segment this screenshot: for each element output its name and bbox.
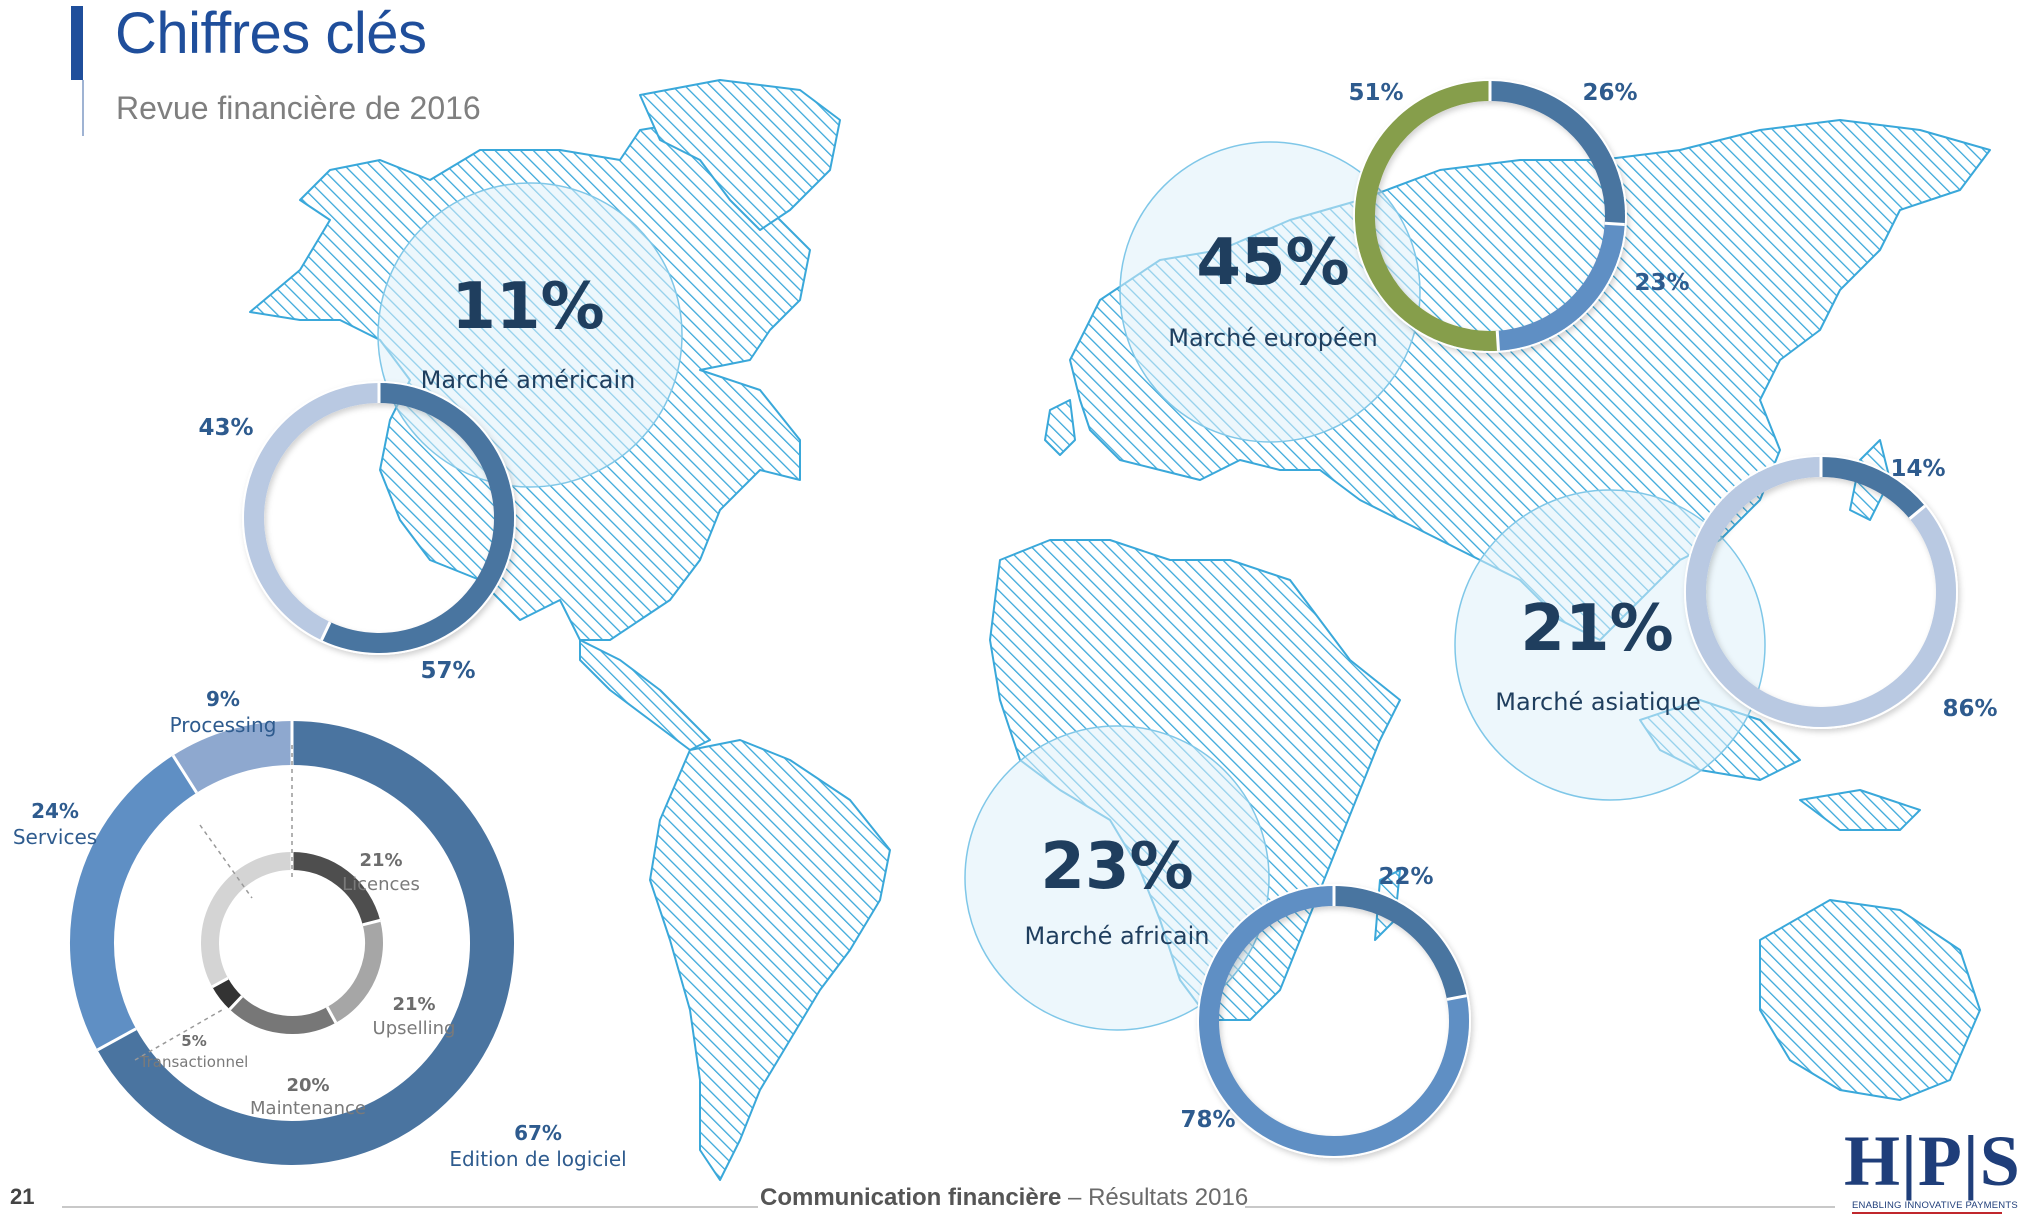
revenue-outer-separator	[171, 754, 198, 794]
logo-letters: H|P|S	[1844, 1121, 2020, 1201]
americas-slice-label-1: 43%	[198, 415, 253, 441]
asia-market-label: Marché asiatique	[1495, 688, 1700, 716]
revenue-inner-separator	[228, 995, 244, 1011]
revenue-inner-value-3: 5%	[181, 1032, 206, 1050]
revenue-inner-name-2: Maintenance	[250, 1098, 366, 1119]
africa-slice-0	[1333, 886, 1467, 1000]
page-number: 21	[10, 1184, 35, 1209]
africa-slice-label-1: 78%	[1180, 1107, 1235, 1133]
europe-slice-label-0: 26%	[1582, 80, 1637, 106]
africa-slice-1	[1199, 886, 1469, 1156]
americas-market-label: Marché américain	[421, 366, 636, 394]
africa-region-circle	[964, 725, 1270, 1031]
revenue-outer-separator	[96, 1027, 137, 1052]
africa-donut-halo	[1197, 884, 1471, 1158]
americas-slice-1	[244, 383, 380, 641]
revenue-outer-name-2: Processing	[170, 713, 277, 737]
revenue-inner-value-2: 20%	[286, 1075, 329, 1096]
revenue-outer-slice-2	[173, 721, 293, 793]
europe-market-label: Marché européen	[1168, 324, 1378, 352]
page-title: Chiffres clés	[115, 1, 427, 66]
title-accent-bar	[71, 6, 83, 80]
europe-slice-1	[1497, 223, 1625, 351]
europe-separator	[1495, 330, 1500, 351]
central-america-shape	[579, 639, 711, 751]
americas-slice-0	[321, 383, 514, 653]
americas-separator	[320, 621, 332, 641]
footer-title-rest: – Résultats 2016	[1061, 1184, 1249, 1211]
revenue-inner-separator	[211, 976, 229, 989]
connector-line	[134, 1009, 223, 1061]
americas-donut-halo	[242, 381, 516, 655]
asia-donut	[1684, 455, 1958, 729]
asia-slice-1	[1686, 457, 1956, 727]
revenue-inner-value-1: 21%	[392, 994, 435, 1015]
revenue-inner-name-0: Licences	[342, 874, 420, 895]
logo-tagline: ENABLING INNOVATIVE PAYMENTS	[1852, 1200, 2018, 1211]
uk-shape	[1044, 399, 1076, 456]
revenue-outer-name-1: Services	[13, 825, 97, 849]
indonesia-shape	[1799, 789, 1921, 831]
revenue-outer-value-1: 24%	[31, 799, 79, 823]
title-rule	[82, 80, 84, 136]
africa-separator	[1446, 994, 1467, 1001]
africa-slice-label-0: 22%	[1378, 864, 1433, 890]
revenue-outer-value-0: 67%	[514, 1121, 562, 1145]
europe-share-value: 45%	[1196, 226, 1349, 300]
africa-donut	[1197, 884, 1471, 1158]
asia-slice-0	[1820, 457, 1926, 519]
europe-donut-halo	[1353, 79, 1627, 353]
africa-market-label: Marché africain	[1024, 922, 1209, 950]
asia-donut-halo	[1684, 455, 1958, 729]
asia-share-value: 21%	[1520, 592, 1673, 666]
asia-slice-label-1: 86%	[1942, 696, 1997, 722]
footer-title-bold: Communication financière	[760, 1184, 1062, 1211]
revenue-outer-slice-1	[70, 755, 197, 1050]
europe-region-circle	[1119, 141, 1421, 443]
revenue-inner-slice-1	[326, 920, 383, 1023]
hps-logo: H|P|S ENABLING INNOVATIVE PAYMENTS	[1840, 1120, 2020, 1216]
footer-rule-left	[62, 1206, 758, 1208]
revenue-inner-slice-0	[291, 852, 381, 926]
europe-slice-label-2: 51%	[1348, 80, 1403, 106]
revenue-outer-name-0: Edition de logiciel	[449, 1147, 626, 1171]
australia-shape	[1759, 899, 1981, 1101]
greenland-shape	[639, 79, 841, 231]
revenue-inner-separator	[325, 1006, 338, 1024]
europe-slice-label-1: 23%	[1634, 270, 1689, 296]
footer-title: Communication financière – Résultats 201…	[760, 1184, 1248, 1212]
revenue-inner-slice-4	[201, 852, 293, 987]
revenue-outer-donut-halo	[68, 719, 516, 1167]
page-subtitle: Revue financière de 2016	[116, 90, 481, 126]
south-america-shape	[649, 739, 891, 1181]
revenue-outer-donut	[68, 719, 516, 1167]
africa-share-value: 23%	[1040, 830, 1193, 904]
europe-slice-0	[1489, 81, 1625, 225]
europe-slice-2	[1355, 81, 1499, 351]
connector-line	[199, 824, 253, 899]
revenue-outer-slice-0	[97, 721, 514, 1165]
americas-share-value: 11%	[451, 270, 604, 344]
asia-slice-label-0: 14%	[1890, 456, 1945, 482]
footer-rule-right	[1245, 1206, 1835, 1208]
europe-donut	[1353, 79, 1627, 353]
europe-separator	[1604, 221, 1625, 226]
revenue-inner-name-1: Upselling	[373, 1018, 456, 1039]
revenue-inner-value-0: 21%	[359, 850, 402, 871]
asia-separator	[1908, 504, 1926, 520]
americas-donut	[242, 381, 516, 655]
revenue-outer-value-2: 9%	[206, 687, 240, 711]
revenue-inner-name-3: Transactionnel	[139, 1053, 249, 1071]
revenue-inner-donut	[199, 850, 385, 1036]
revenue-inner-separator	[362, 918, 381, 927]
americas-slice-label-0: 57%	[420, 658, 475, 684]
revenue-inner-slice-2	[229, 996, 336, 1034]
logo-underline	[1852, 1212, 2002, 1214]
